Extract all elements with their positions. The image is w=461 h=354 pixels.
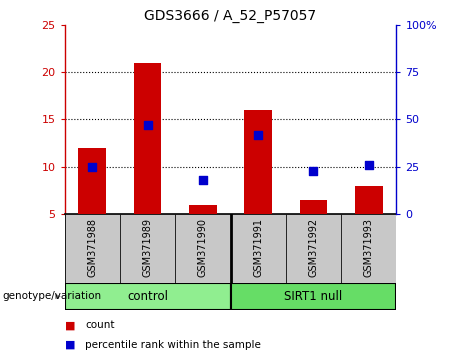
Text: control: control	[127, 290, 168, 303]
Text: GSM371991: GSM371991	[253, 218, 263, 276]
Bar	[355, 186, 383, 214]
Bar	[134, 63, 161, 214]
Text: genotype/variation: genotype/variation	[2, 291, 101, 302]
Point	[254, 132, 262, 137]
Bar	[175, 214, 230, 283]
Bar	[78, 148, 106, 214]
Bar	[300, 200, 327, 214]
Point	[144, 122, 151, 128]
Text: GSM371993: GSM371993	[364, 218, 374, 276]
Text: SIRT1 null: SIRT1 null	[284, 290, 343, 303]
Bar	[65, 283, 230, 310]
Point	[89, 164, 96, 170]
Text: count: count	[85, 320, 115, 330]
Point	[199, 177, 207, 183]
Text: ■: ■	[65, 320, 75, 330]
Text: GSM371989: GSM371989	[142, 218, 153, 276]
Text: percentile rank within the sample: percentile rank within the sample	[85, 340, 261, 350]
Bar	[189, 205, 217, 214]
Bar	[341, 214, 396, 283]
Bar	[120, 214, 175, 283]
Bar	[286, 214, 341, 283]
Text: GSM371992: GSM371992	[308, 218, 319, 277]
Text: ■: ■	[65, 340, 75, 350]
Bar	[65, 214, 120, 283]
Bar	[230, 214, 286, 283]
Text: GDS3666 / A_52_P57057: GDS3666 / A_52_P57057	[144, 9, 317, 23]
Text: GSM371988: GSM371988	[87, 218, 97, 276]
Bar	[230, 283, 396, 310]
Point	[310, 168, 317, 173]
Text: GSM371990: GSM371990	[198, 218, 208, 276]
Point	[365, 162, 372, 168]
Bar	[244, 110, 272, 214]
